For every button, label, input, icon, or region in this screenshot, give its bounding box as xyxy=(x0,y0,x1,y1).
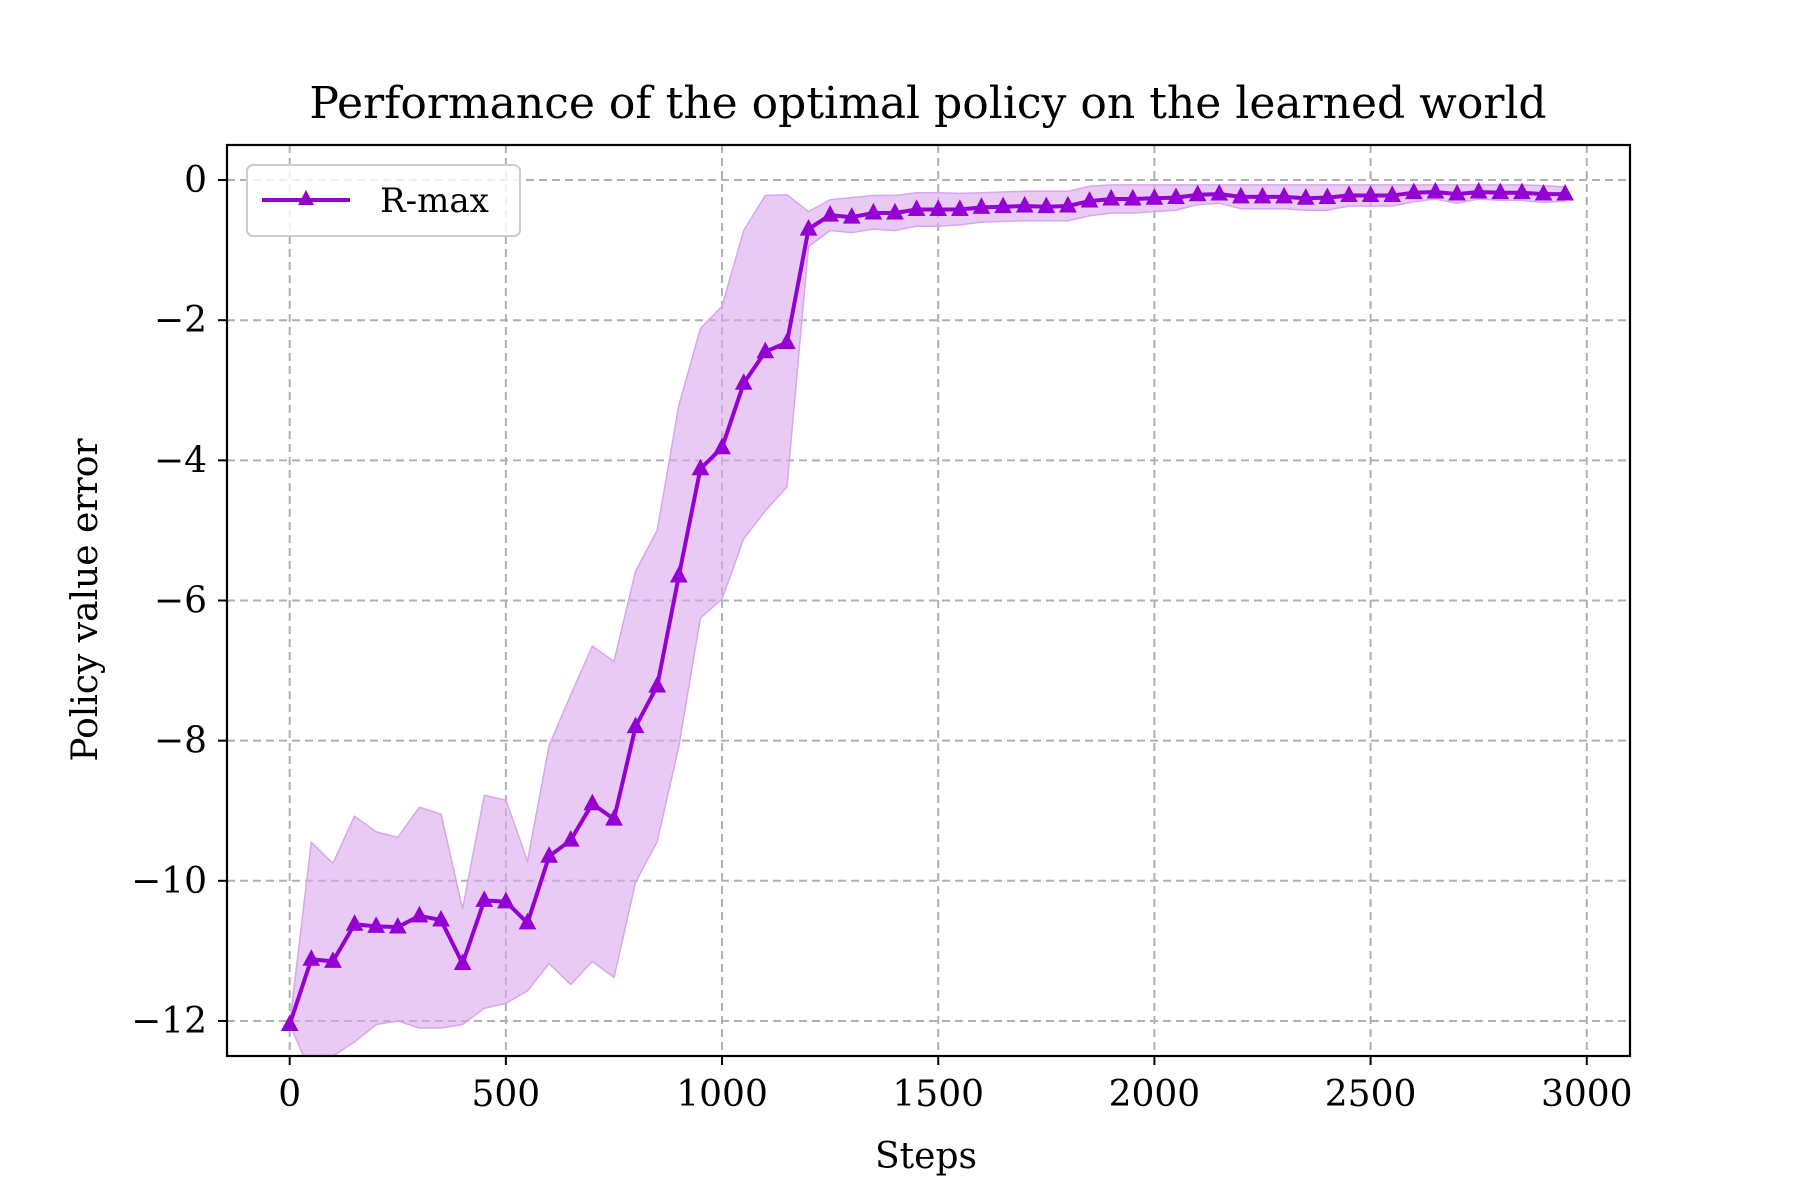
data-point-marker xyxy=(669,565,688,583)
data-point-marker xyxy=(583,793,602,811)
legend-marker-swatch xyxy=(298,190,314,205)
data-point-marker xyxy=(1469,181,1488,199)
data-point-marker xyxy=(1318,187,1337,205)
data-point-marker xyxy=(410,905,429,923)
data-point-marker xyxy=(453,953,472,970)
data-point-marker xyxy=(324,951,342,968)
legend: R-max xyxy=(246,164,521,237)
data-point-marker xyxy=(972,197,991,214)
data-point-marker xyxy=(691,458,710,476)
data-point-marker xyxy=(864,202,883,220)
x-tick-label: 0 xyxy=(278,1074,301,1115)
data-point-marker xyxy=(1534,183,1553,201)
data-point-marker xyxy=(951,199,969,216)
data-point-marker xyxy=(1383,185,1402,202)
data-point-marker xyxy=(1513,182,1531,200)
confidence-band xyxy=(288,184,1566,1056)
data-point-marker xyxy=(778,332,796,350)
data-point-marker xyxy=(1123,188,1142,206)
data-point-marker xyxy=(1188,184,1207,202)
data-point-marker xyxy=(756,341,775,359)
data-point-marker xyxy=(929,199,948,216)
data-point-marker xyxy=(475,890,494,907)
y-tick-label: −8 xyxy=(154,721,207,762)
data-point-marker xyxy=(280,1014,299,1031)
data-point-marker xyxy=(1296,188,1315,205)
data-point-marker xyxy=(345,914,364,931)
data-point-marker xyxy=(388,916,407,934)
y-axis-label: Policy value error xyxy=(65,438,106,762)
data-point-marker xyxy=(540,846,558,863)
y-tick-label: −6 xyxy=(154,581,207,622)
data-point-marker xyxy=(1232,186,1250,204)
data-point-marker xyxy=(1340,185,1358,202)
data-point-marker xyxy=(1059,195,1077,213)
data-point-marker xyxy=(648,675,667,693)
data-point-marker xyxy=(1102,188,1121,206)
data-point-marker xyxy=(367,916,385,933)
x-tick-label: 1500 xyxy=(892,1074,984,1115)
data-point-marker xyxy=(1080,190,1099,208)
y-tick-label: −12 xyxy=(131,1001,207,1042)
data-point-marker xyxy=(1404,182,1423,200)
data-point-marker xyxy=(1037,196,1056,214)
x-axis-label: Steps xyxy=(875,1136,977,1177)
data-point-marker xyxy=(497,891,515,909)
y-tick-label: −10 xyxy=(131,861,207,902)
data-point-marker xyxy=(1210,183,1229,201)
y-tick-label: 0 xyxy=(184,160,207,201)
data-point-marker xyxy=(1361,185,1380,202)
data-point-marker xyxy=(713,437,731,455)
chart-title: Performance of the optimal policy on the… xyxy=(309,78,1546,129)
data-point-marker xyxy=(1448,183,1466,201)
data-point-marker xyxy=(886,202,904,220)
data-point-marker xyxy=(561,830,580,847)
confidence-band-layer xyxy=(288,184,1566,1056)
data-point-marker xyxy=(994,196,1012,214)
data-point-marker xyxy=(907,199,926,216)
data-point-marker xyxy=(842,207,861,224)
data-point-marker xyxy=(518,912,537,930)
x-tick-label: 2500 xyxy=(1325,1074,1417,1115)
data-point-marker xyxy=(821,205,839,222)
x-tick-label: 3000 xyxy=(1541,1074,1633,1115)
data-point-marker xyxy=(1556,183,1574,201)
axis-ticks: 0 500 1000 1500 2000 2500 3000 0 −2 −4 −6 −8 −10 −12 xyxy=(131,160,1633,1115)
data-point-marker xyxy=(1253,186,1272,204)
legend-label: R-max xyxy=(380,181,489,221)
data-point-marker xyxy=(799,219,818,236)
legend-box xyxy=(246,164,521,237)
data-point-marker xyxy=(734,373,753,390)
x-tick-label: 2000 xyxy=(1109,1074,1201,1115)
y-tick-label: −4 xyxy=(154,440,207,481)
data-point-marker xyxy=(1145,188,1164,205)
series-marker-layer xyxy=(280,181,1574,1031)
data-point-marker xyxy=(1167,187,1185,205)
x-tick-label: 500 xyxy=(472,1074,541,1115)
data-point-marker xyxy=(432,909,450,927)
y-tick-label: −2 xyxy=(154,300,207,341)
data-point-marker xyxy=(626,716,645,734)
data-point-marker xyxy=(605,809,623,826)
data-point-marker xyxy=(1491,182,1510,200)
data-point-marker xyxy=(1275,186,1293,204)
data-point-marker xyxy=(302,949,321,966)
data-point-marker xyxy=(1426,181,1445,199)
data-point-marker xyxy=(1015,195,1034,213)
x-tick-label: 1000 xyxy=(676,1074,768,1115)
